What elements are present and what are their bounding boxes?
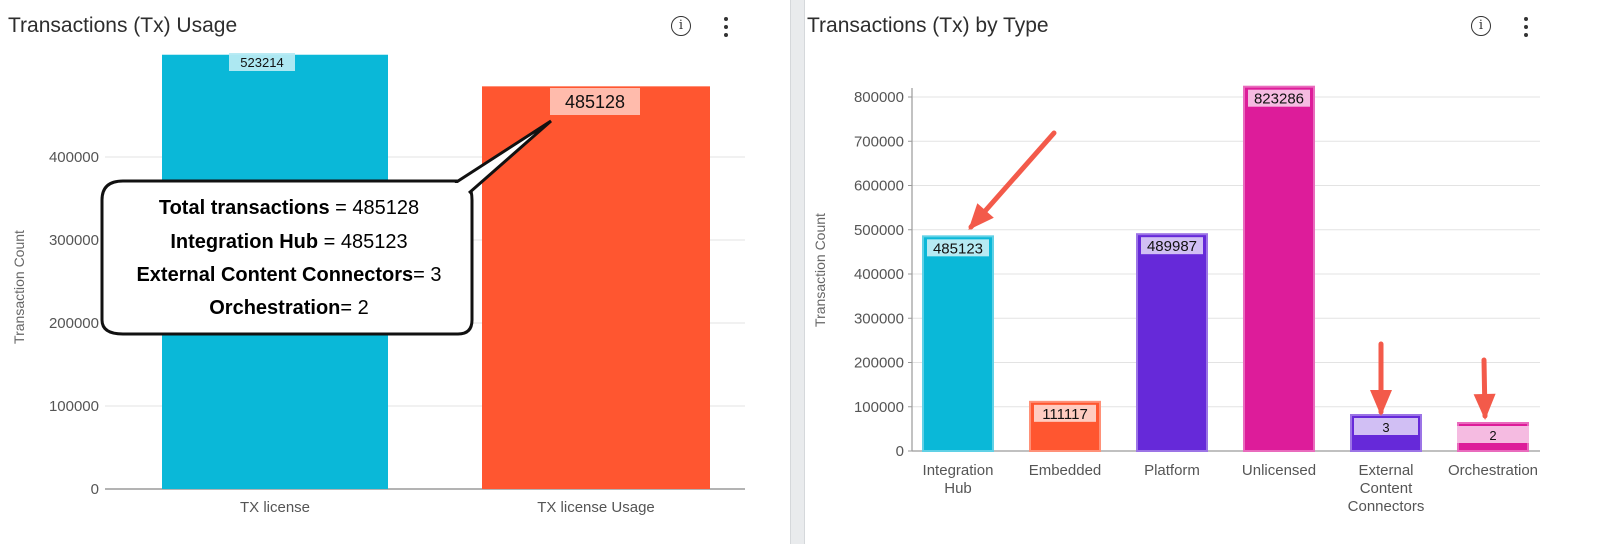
callout-line-key: External Content Connectors [136, 264, 413, 286]
callout-line-key: Integration Hub [170, 231, 318, 253]
data-label: 485123 [933, 240, 983, 257]
x-tick-label: Embedded [1029, 462, 1102, 479]
x-tick-label: TX license [240, 499, 310, 516]
annotation-arrow [1473, 357, 1496, 420]
y-tick-label: 200000 [854, 355, 904, 372]
callout-line: Total transactions = 485128 [159, 197, 419, 219]
panel-title-tx-usage: Transactions (Tx) Usage [8, 14, 238, 37]
bar [1243, 85, 1315, 452]
callout-pointer-cover [450, 183, 466, 197]
panel-title-tx-by-type: Transactions (Tx) by Type [807, 14, 1049, 37]
bar [1136, 233, 1208, 452]
callout-line: Integration Hub = 485123 [170, 231, 407, 253]
y-tick-label: 600000 [854, 178, 904, 195]
data-label-box [927, 239, 989, 257]
y-tick-label: 400000 [854, 266, 904, 283]
x-tick-label: External [1358, 462, 1413, 479]
y-tick-label: 300000 [49, 232, 99, 249]
y-axis-label: Transaction Count [11, 230, 27, 344]
x-tick-label: Integration [923, 462, 994, 479]
data-label: 485128 [565, 92, 625, 112]
callout-line-value: = 485128 [330, 197, 420, 219]
x-tick-label: Unlicensed [1242, 462, 1316, 479]
data-label: 523214 [240, 55, 283, 70]
bar [482, 86, 710, 490]
tx-by-type-chart: 0 100000 200000 300000 400000 500000 600000 700… [812, 85, 1540, 515]
tx-by-type-panel: Transactions (Tx) by Type i 0 100000 20000… [805, 0, 1600, 544]
x-tick-label: Orchestration [1448, 462, 1538, 479]
y-axis-label: Transaction Count [812, 213, 828, 327]
y-tick-label: 0 [91, 481, 99, 498]
data-label-box [1034, 404, 1096, 422]
tx-usage-chart: 0 100000 200000 300000 400000 Transaction Cou… [11, 53, 745, 516]
arrow-head [1370, 390, 1392, 416]
x-tick-label: Content [1360, 480, 1413, 497]
data-label-box [1354, 418, 1418, 435]
data-label: 489987 [1147, 238, 1197, 255]
x-tick-label: Connectors [1348, 498, 1425, 515]
data-label-box [1457, 426, 1529, 443]
callout-line-key: Total transactions [159, 197, 330, 219]
callout-pointer [454, 119, 552, 195]
more-vertical-icon[interactable] [721, 16, 731, 38]
data-label: 3 [1382, 420, 1389, 435]
y-tick-label: 100000 [49, 398, 99, 415]
arrow-head [1473, 393, 1496, 420]
bar [922, 235, 994, 452]
y-tick-label: 100000 [854, 399, 904, 416]
y-tick-label: 300000 [854, 310, 904, 327]
y-tick-label: 0 [896, 443, 904, 460]
x-tick-label: Hub [944, 480, 972, 497]
data-label-box [1248, 89, 1310, 107]
callout-line-value: = 485123 [318, 231, 408, 253]
info-icon[interactable]: i [671, 16, 691, 36]
y-tick-label: 200000 [49, 315, 99, 332]
callout-line-key: Orchestration [209, 297, 340, 319]
annotation-arrow [968, 130, 1057, 230]
y-tick-label: 800000 [854, 89, 904, 106]
data-label: 2 [1489, 428, 1496, 443]
data-label: 823286 [1254, 91, 1304, 108]
y-tick-label: 400000 [49, 149, 99, 166]
info-icon[interactable]: i [1471, 16, 1491, 36]
tx-usage-panel: Transactions (Tx) Usage i 0 100000 200000 3… [0, 0, 790, 544]
annotation-arrow [1370, 341, 1392, 416]
data-label-box [229, 53, 295, 71]
data-label-box [1141, 237, 1203, 255]
y-tick-label: 500000 [854, 222, 904, 239]
data-label: 111117 [1042, 406, 1088, 423]
x-tick-label: TX license Usage [537, 499, 655, 516]
callout-line: External Content Connectors= 3 [136, 264, 441, 286]
x-tick-label: Platform [1144, 462, 1200, 479]
callout-line-value: = 3 [413, 264, 441, 286]
callout-line-value: = 2 [340, 297, 368, 319]
data-label-box [550, 88, 640, 115]
y-tick-label: 700000 [854, 133, 904, 150]
arrow-head [968, 203, 994, 230]
callout-line: Orchestration= 2 [209, 297, 369, 319]
more-vertical-icon[interactable] [1521, 16, 1531, 38]
callout-annotation: Total transactions = 485128 Integration H… [100, 119, 552, 336]
panel-divider [790, 0, 805, 544]
